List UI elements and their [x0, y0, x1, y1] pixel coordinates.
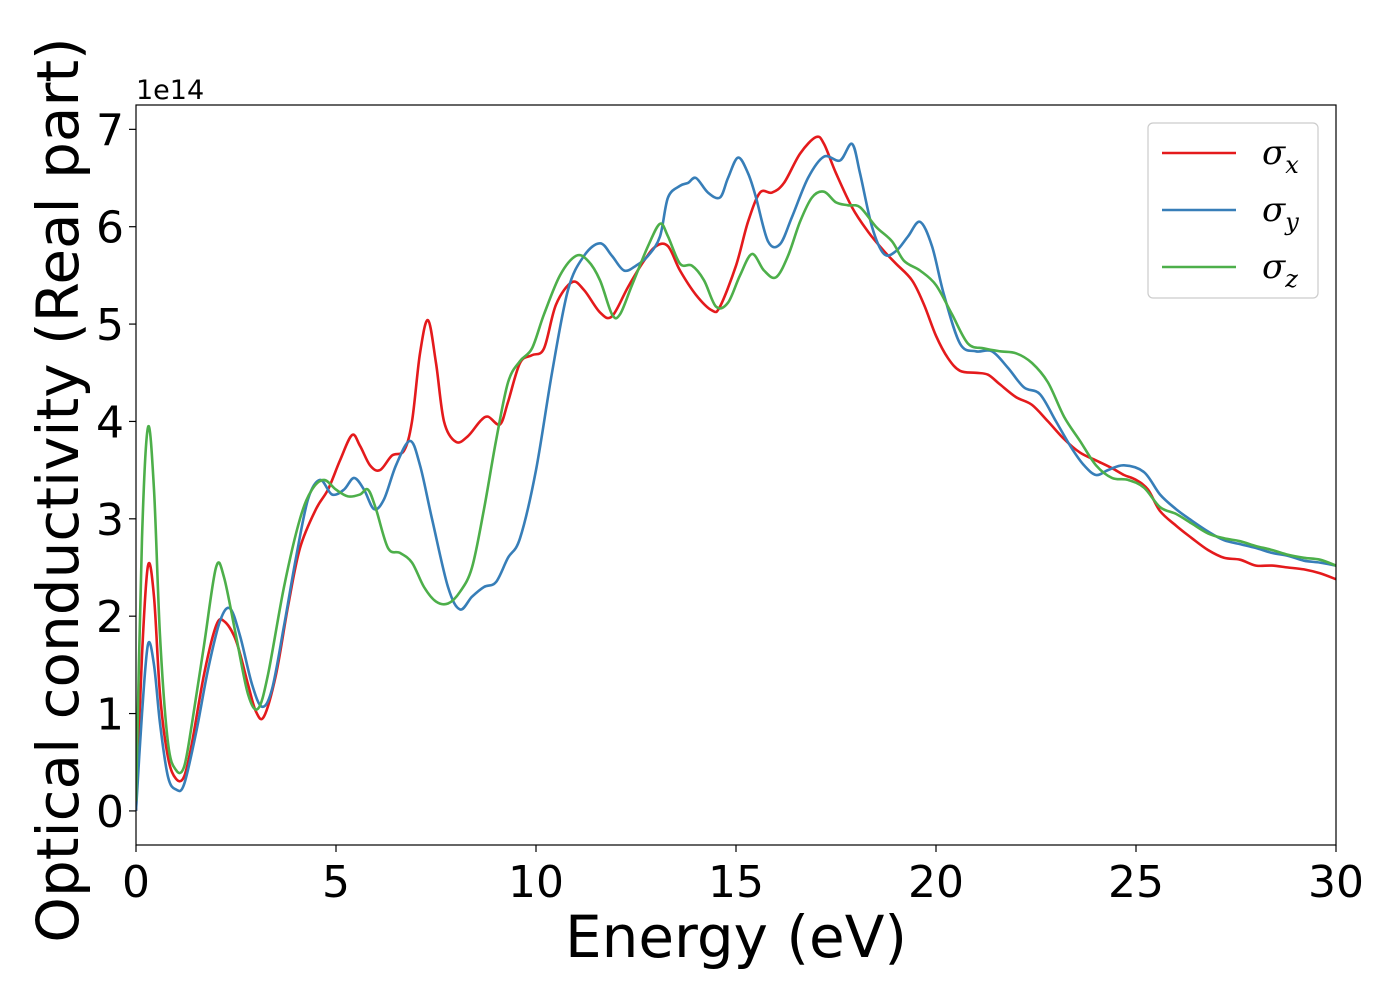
legend-symbol: σ	[1262, 247, 1286, 287]
y-tick-label: 0	[96, 787, 124, 838]
plot-area	[135, 104, 1337, 846]
y-tick-label: 6	[96, 203, 124, 254]
y-tick-label: 2	[96, 592, 124, 643]
series-lines	[136, 135, 1336, 811]
x-tick-label: 20	[908, 857, 964, 908]
legend-symbol: σ	[1262, 133, 1286, 173]
y-tick-label: 3	[96, 495, 124, 546]
legend-subscript: x	[1285, 151, 1299, 179]
x-axis-title: Energy (eV)	[565, 903, 907, 971]
x-tick-label: 0	[122, 857, 150, 908]
y-tick-label: 1	[96, 690, 124, 741]
x-tick-label: 25	[1108, 857, 1164, 908]
x-tick-label: 10	[508, 857, 564, 908]
y-axis: 0 1 2 3 4 5 6 7	[96, 105, 136, 838]
series-line-sigma-y	[136, 142, 1336, 811]
legend-label-sigma-y: σy	[1262, 190, 1299, 236]
x-tick-label: 15	[708, 857, 764, 908]
legend-subscript: z	[1284, 265, 1298, 293]
y-axis-title: Optical conductivity (Real part)	[24, 37, 92, 942]
x-tick-label: 5	[322, 857, 350, 908]
y-tick-label: 4	[96, 397, 124, 448]
series-line-sigma-z	[136, 190, 1336, 802]
y-tick-label: 7	[96, 105, 124, 156]
legend-label-sigma-z: σz	[1262, 247, 1298, 293]
legend-symbol: σ	[1262, 190, 1286, 230]
x-axis: 0 5 10 15 20 25 30	[122, 845, 1364, 908]
x-tick-label: 30	[1308, 857, 1364, 908]
legend-label-sigma-x: σx	[1262, 133, 1299, 179]
legend-subscript: y	[1284, 208, 1299, 236]
y-tick-label: 5	[96, 300, 124, 351]
y-offset-label: 1e14	[136, 75, 204, 106]
